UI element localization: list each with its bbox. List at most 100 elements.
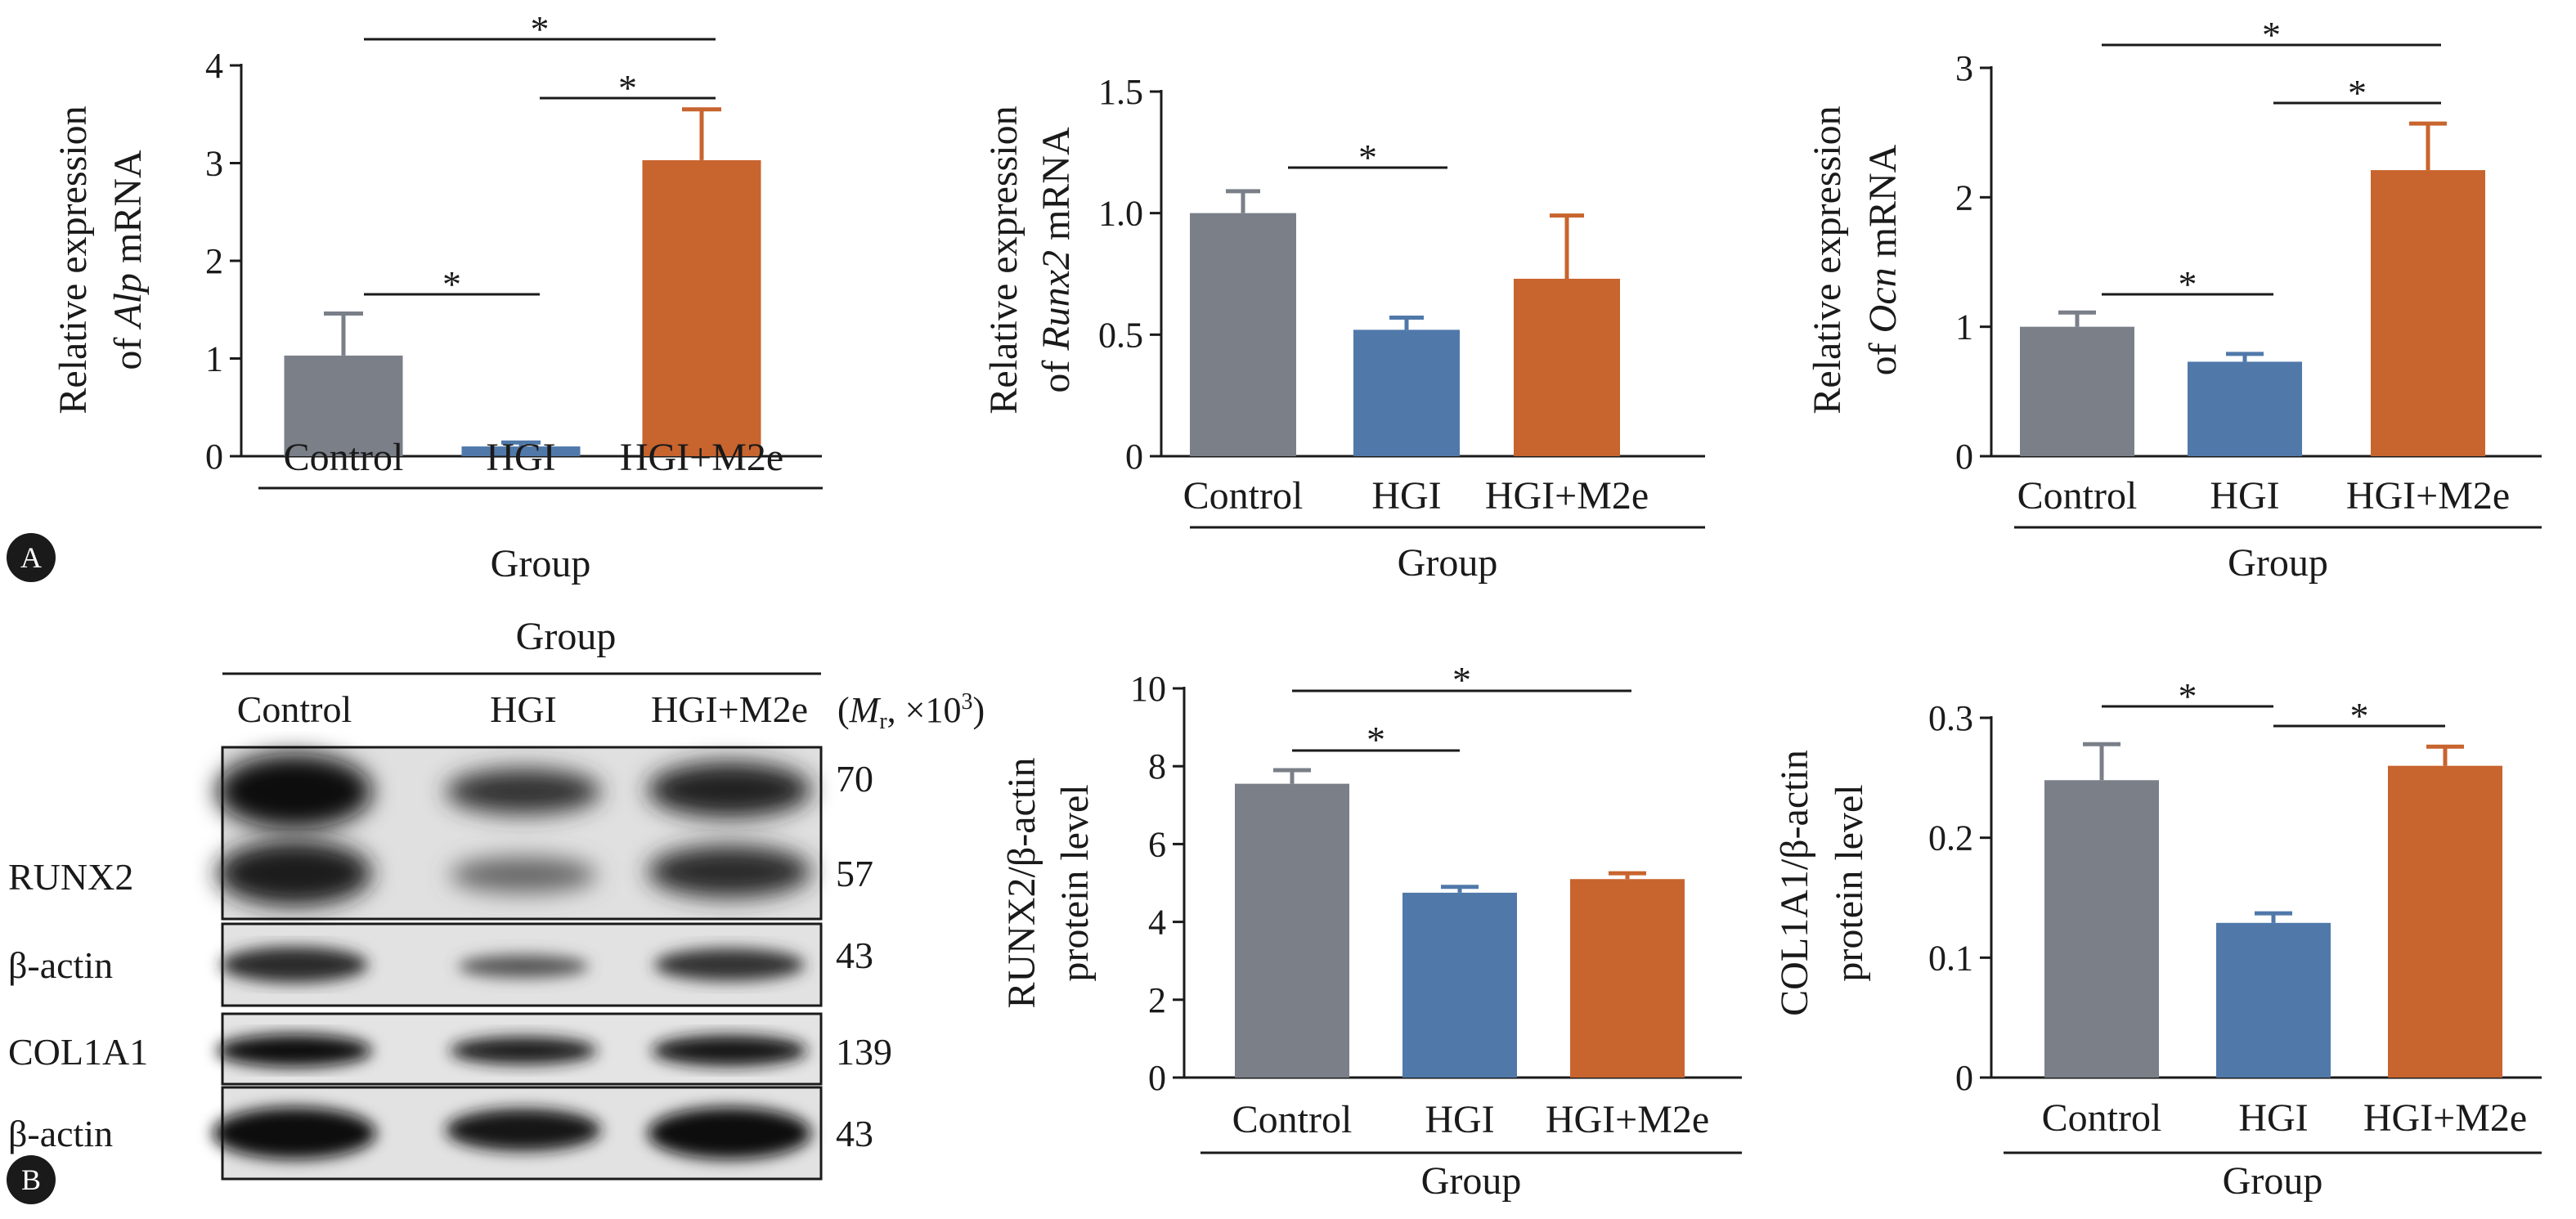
svg-text:A: A: [20, 541, 42, 574]
y-axis-title: Relative expression: [982, 105, 1025, 414]
blot-mw-43b: 43: [836, 1113, 873, 1154]
x-tick-label: HGI: [2210, 474, 2279, 518]
x-tick-label: HGI+M2e: [620, 436, 783, 479]
y-axis-title: Relative expression: [1806, 105, 1849, 414]
bar-hgi-m2e: [1570, 879, 1685, 1078]
y-axis-title: Relative expression: [52, 105, 95, 414]
y-tick-label: 1.0: [1098, 194, 1143, 234]
significance-star: *: [1452, 659, 1471, 701]
y-axis-title: protein level: [1828, 784, 1871, 981]
blot-mw-43a: 43: [836, 934, 873, 976]
significance-star: *: [1358, 137, 1377, 178]
y-tick-label: 2: [1148, 980, 1166, 1020]
chart-2: 0 0.5 1.0 1.5 Control HGI HGI+M2e Group * Relativ…: [982, 72, 1705, 585]
y-tick-label: 3: [205, 144, 223, 184]
x-tick-label: Control: [1232, 1098, 1353, 1141]
y-tick-label: 0.3: [1928, 698, 1973, 738]
bands-runx2-57: [217, 840, 811, 906]
blot-mw-header: (Mr, ×103): [837, 689, 985, 734]
bar-hgi: [2216, 922, 2331, 1078]
significance-star: *: [531, 8, 550, 50]
bar-control: [1190, 213, 1296, 456]
significance-star: *: [2350, 695, 2369, 737]
y-tick-label: 1: [205, 339, 223, 379]
x-tick-label: HGI+M2e: [2346, 474, 2510, 518]
bar-hgi: [1402, 892, 1517, 1078]
bands-actin-1: [221, 947, 805, 983]
panel-label-b: B: [7, 1155, 56, 1204]
y-tick-label: 1: [1955, 307, 1973, 347]
y-tick-label: 0: [1955, 437, 1973, 477]
significance-star: *: [2179, 263, 2197, 305]
blot-label-actin-2: β-actin: [8, 1113, 113, 1154]
x-tick-label: HGI: [1371, 474, 1441, 518]
western-blot: Group Control HGI HGI+M2e (Mr, ×103): [8, 615, 985, 1181]
x-tick-label: HGI+M2e: [1546, 1098, 1709, 1141]
x-tick-label: HGI: [1425, 1098, 1494, 1141]
x-axis-title: Group: [1421, 1159, 1522, 1203]
y-axis-title: protein level: [1053, 784, 1097, 981]
y-tick-label: 3: [1955, 48, 1973, 88]
significance-star: *: [2348, 72, 2367, 114]
panel-label-a: A: [7, 533, 56, 582]
y-axis-title: of Ocn mRNA: [1861, 144, 1905, 375]
bar-hgi: [2188, 361, 2302, 456]
y-tick-label: 0: [205, 437, 223, 477]
y-tick-label: 0: [1955, 1058, 1973, 1098]
blot-label-actin-1: β-actin: [8, 944, 113, 986]
chart-4: 0 2 4 6 8 10 Control HGI HGI+M2e Group * * RUNX2/β-a…: [1000, 659, 1742, 1203]
bar-control: [2020, 326, 2134, 456]
blot-lane-hgi-m2e: HGI+M2e: [651, 688, 808, 730]
bar-hgi-m2e: [642, 159, 761, 457]
x-tick-label: Control: [284, 436, 404, 479]
significance-star: *: [2262, 14, 2281, 56]
x-tick-label: Control: [2017, 474, 2138, 518]
blot-group-header: Group: [516, 615, 617, 658]
significance-star: *: [442, 263, 461, 305]
y-tick-label: 10: [1130, 669, 1166, 709]
x-tick-label: HGI+M2e: [2363, 1096, 2527, 1140]
bands-col1a1: [217, 1034, 807, 1067]
y-tick-label: 1.5: [1098, 72, 1143, 112]
x-axis-title: Group: [491, 542, 591, 585]
y-tick-label: 8: [1148, 746, 1166, 787]
y-axis-title: COL1A1/β-actin: [1773, 750, 1816, 1016]
y-axis-title: RUNX2/β-actin: [1000, 757, 1043, 1008]
significance-star: *: [618, 67, 637, 109]
y-tick-label: 2: [1955, 177, 1973, 217]
bar-hgi-m2e: [1514, 278, 1620, 456]
y-axis-title: of Alp mRNA: [106, 150, 150, 370]
y-tick-label: 0.2: [1928, 818, 1973, 858]
bar-hgi-m2e: [2388, 765, 2502, 1078]
blot-lane-hgi: HGI: [490, 688, 557, 730]
y-tick-label: 6: [1148, 824, 1166, 864]
blot-mw-57: 57: [836, 853, 873, 894]
x-axis-title: Group: [2228, 541, 2328, 585]
y-tick-label: 2: [205, 241, 223, 281]
x-tick-label: Control: [1183, 474, 1304, 518]
bar-control: [1235, 783, 1349, 1078]
x-axis-title: Group: [1398, 541, 1498, 585]
x-tick-label: HGI: [2238, 1096, 2308, 1140]
significance-star: *: [2179, 675, 2197, 717]
bar-control: [284, 355, 403, 456]
blot-lane-control: Control: [237, 688, 352, 730]
x-tick-label: Control: [2042, 1096, 2162, 1140]
blot-label-runx2: RUNX2: [8, 856, 133, 898]
blot-mw-139: 139: [836, 1031, 892, 1073]
y-tick-label: 4: [1148, 903, 1166, 943]
svg-text:B: B: [21, 1163, 41, 1196]
bar-control: [2044, 780, 2159, 1078]
bar-hgi-m2e: [2371, 170, 2485, 457]
bar-hgi: [461, 446, 581, 456]
chart-3: 0 1 2 3 Control HGI HGI+M2e Group * * * Relative ex…: [1806, 14, 2542, 585]
x-axis-title: Group: [2223, 1159, 2323, 1203]
x-tick-label: HGI: [486, 436, 555, 479]
charts-layer: 0 1 2 3 4 Control HGI HGI+M2e Group * * * Relative e…: [52, 8, 2542, 1203]
y-tick-label: 4: [205, 46, 223, 86]
blot-label-col1a1: COL1A1: [8, 1031, 148, 1073]
y-tick-label: 0.1: [1928, 938, 1973, 978]
y-tick-label: 0: [1125, 437, 1143, 477]
chart-5: 0 0.1 0.2 0.3 Control HGI HGI+M2e Group * * COL1A1…: [1773, 675, 2542, 1203]
